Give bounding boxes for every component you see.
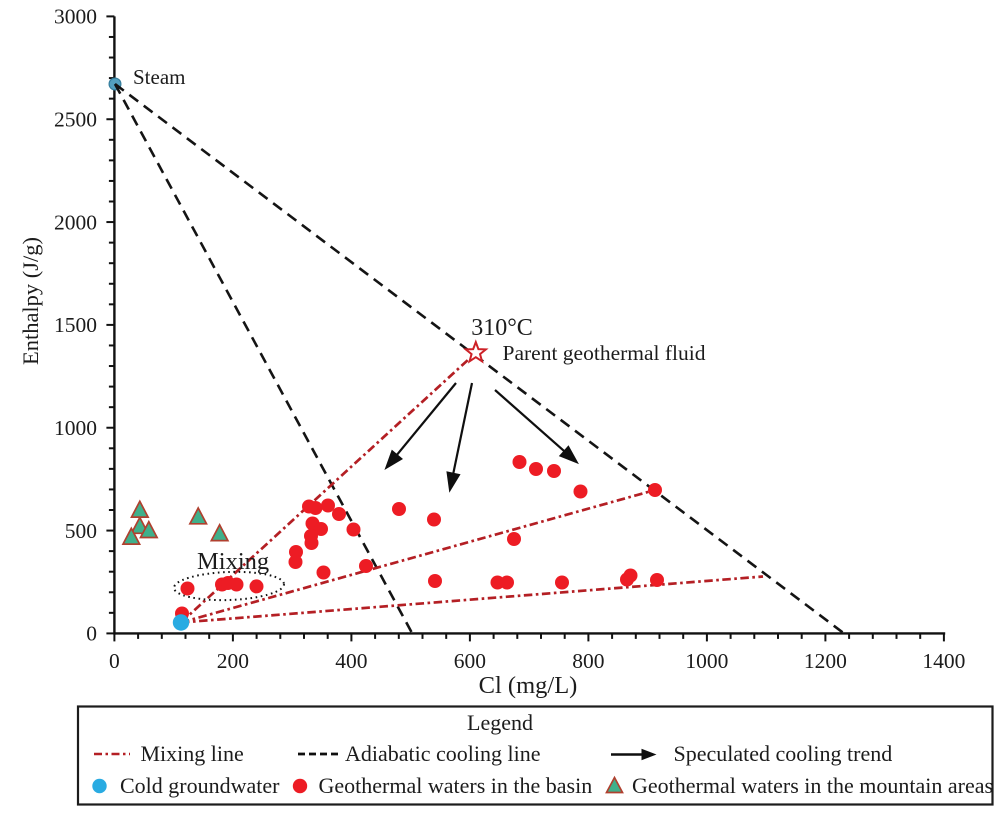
svg-text:1000: 1000: [54, 416, 97, 440]
svg-text:Geothermal waters in the mount: Geothermal waters in the mountain areas: [632, 773, 993, 798]
svg-text:0: 0: [86, 622, 97, 646]
svg-text:3000: 3000: [54, 5, 97, 29]
svg-text:2000: 2000: [54, 210, 97, 234]
svg-text:500: 500: [65, 519, 97, 543]
svg-text:Cl (mg/L): Cl (mg/L): [479, 672, 578, 699]
svg-text:Speculated cooling trend: Speculated cooling trend: [674, 741, 893, 766]
svg-text:Mixing: Mixing: [197, 548, 269, 575]
svg-text:0: 0: [109, 649, 120, 673]
svg-text:Steam: Steam: [133, 65, 186, 89]
svg-text:800: 800: [572, 649, 604, 673]
svg-text:200: 200: [217, 649, 249, 673]
svg-text:Cold groundwater: Cold groundwater: [120, 773, 280, 798]
svg-text:Legend: Legend: [467, 710, 533, 735]
svg-text:600: 600: [454, 649, 486, 673]
svg-text:310°C: 310°C: [471, 315, 533, 341]
svg-text:1500: 1500: [54, 313, 97, 337]
svg-text:Enthalpy (J/g): Enthalpy (J/g): [18, 237, 43, 365]
svg-text:Mixing line: Mixing line: [141, 741, 244, 766]
svg-text:1400: 1400: [922, 649, 965, 673]
svg-text:1200: 1200: [804, 649, 847, 673]
svg-text:2500: 2500: [54, 108, 97, 132]
svg-text:Geothermal waters in the basin: Geothermal waters in the basin: [319, 773, 593, 798]
svg-text:Adiabatic cooling line: Adiabatic cooling line: [345, 741, 541, 766]
svg-text:Parent geothermal fluid: Parent geothermal fluid: [503, 341, 706, 365]
svg-text:1000: 1000: [685, 649, 728, 673]
svg-text:400: 400: [335, 649, 367, 673]
